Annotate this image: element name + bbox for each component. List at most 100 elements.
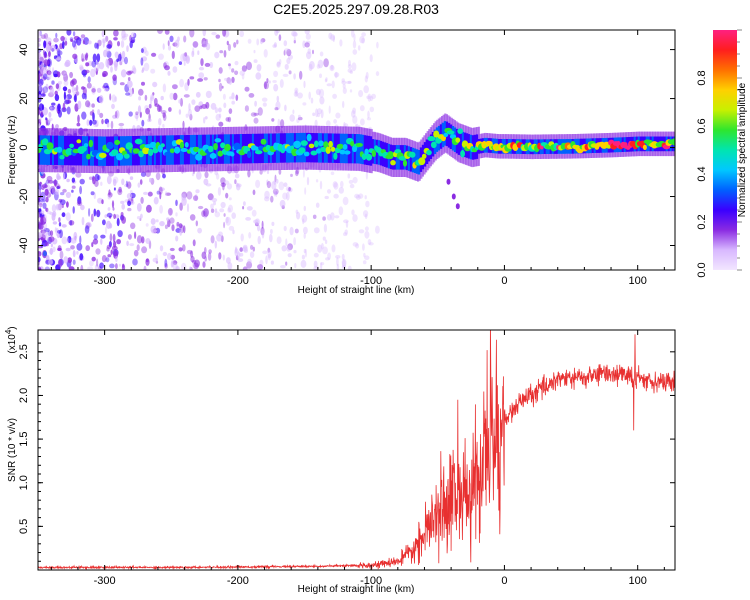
noise-speckle: [73, 95, 76, 101]
noise-speckle: [330, 212, 335, 221]
noise-speckle: [101, 199, 104, 205]
noise-speckle: [63, 172, 65, 180]
noise-speckle: [322, 236, 326, 241]
noise-speckle: [185, 56, 190, 62]
ridge-band: [297, 133, 301, 163]
noise-speckle: [223, 180, 230, 185]
noise-speckle: [53, 179, 57, 187]
noise-speckle: [174, 39, 180, 48]
noise-speckle: [319, 96, 325, 105]
noise-speckle: [152, 257, 158, 263]
x-tick-label: 100: [629, 575, 647, 587]
noise-speckle: [90, 68, 96, 78]
noise-speckle: [308, 91, 312, 100]
noise-speckle: [67, 88, 72, 94]
noise-speckle: [96, 258, 99, 267]
noise-speckle: [125, 92, 131, 96]
noise-speckle: [333, 193, 339, 199]
noise-speckle: [42, 202, 47, 209]
noise-speckle: [66, 30, 72, 36]
noise-speckle: [77, 196, 82, 205]
spectrogram-marks: [38, 30, 675, 270]
noise-speckle: [145, 238, 151, 244]
noise-speckle: [246, 61, 252, 71]
noise-speckle: [293, 40, 296, 44]
noise-speckle: [228, 63, 232, 70]
noise-speckle: [60, 192, 65, 196]
noise-speckle: [68, 266, 75, 270]
noise-speckle: [63, 256, 69, 264]
noise-speckle: [166, 217, 170, 221]
x-tick-label: -300: [94, 275, 116, 287]
noise-speckle: [183, 94, 190, 98]
noise-speckle: [165, 192, 172, 196]
noise-speckle: [287, 253, 292, 258]
noise-speckle: [167, 45, 172, 51]
noise-speckle: [187, 108, 192, 118]
noise-speckle: [342, 87, 347, 94]
noise-speckle: [117, 53, 122, 62]
noise-speckle: [38, 267, 42, 270]
noise-speckle: [46, 210, 52, 215]
noise-speckle: [107, 192, 113, 198]
snr-line: [38, 330, 675, 570]
noise-speckle: [225, 117, 230, 122]
ridge-band: [361, 134, 365, 165]
noise-speckle: [285, 261, 288, 266]
noise-speckle: [351, 30, 355, 38]
noise-speckle: [292, 109, 295, 115]
noise-speckle: [236, 39, 239, 45]
noise-speckle: [216, 234, 222, 242]
noise-speckle: [136, 235, 143, 244]
noise-speckle: [49, 106, 55, 112]
noise-speckle: [124, 56, 128, 65]
noise-speckle: [45, 43, 51, 53]
noise-speckle: [197, 78, 204, 82]
noise-speckle: [288, 187, 291, 192]
noise-speckle: [253, 49, 256, 54]
noise-speckle: [297, 92, 303, 99]
noise-speckle: [63, 80, 69, 86]
colorbar-tick-label: 0.2: [696, 214, 708, 229]
noise-speckle: [144, 94, 148, 101]
x-tick-label: 100: [629, 275, 647, 287]
noise-speckle: [136, 244, 140, 252]
noise-speckle: [80, 264, 84, 270]
noise-speckle: [352, 242, 359, 247]
noise-speckle: [226, 257, 231, 264]
noise-speckle: [147, 191, 153, 197]
ridge-core: [213, 143, 218, 151]
noise-speckle: [368, 242, 374, 246]
noise-speckle: [253, 112, 260, 116]
noise-speckle: [222, 182, 225, 191]
ridge-core: [355, 142, 363, 147]
noise-speckle: [65, 191, 71, 199]
noise-speckle: [237, 258, 244, 262]
noise-speckle: [218, 121, 224, 127]
noise-speckle: [96, 210, 99, 216]
noise-speckle: [96, 209, 101, 218]
noise-speckle: [270, 229, 273, 234]
noise-speckle: [190, 255, 195, 263]
noise-speckle: [45, 37, 52, 44]
noise-speckle: [263, 49, 268, 58]
snr-panel: -300 -200 -100 0 100 0.5 1.0 1.5 2.0 2.5 Height o…: [4, 326, 676, 595]
noise-speckle: [348, 179, 354, 184]
noise-speckle: [49, 230, 54, 237]
noise-speckle: [97, 175, 101, 181]
ridge-core: [111, 149, 119, 156]
noise-speckle: [329, 65, 335, 72]
noise-speckle: [118, 263, 121, 267]
noise-speckle: [104, 226, 108, 235]
noise-speckle: [86, 119, 90, 126]
noise-speckle: [139, 218, 142, 221]
noise-speckle: [77, 114, 80, 124]
noise-speckle: [56, 204, 63, 210]
noise-speckle: [328, 32, 333, 40]
noise-speckle: [300, 259, 307, 268]
noise-speckle: [175, 212, 178, 217]
noise-speckle: [170, 260, 174, 268]
noise-speckle: [276, 61, 281, 67]
noise-speckle: [106, 212, 113, 218]
noise-speckle: [288, 54, 293, 60]
